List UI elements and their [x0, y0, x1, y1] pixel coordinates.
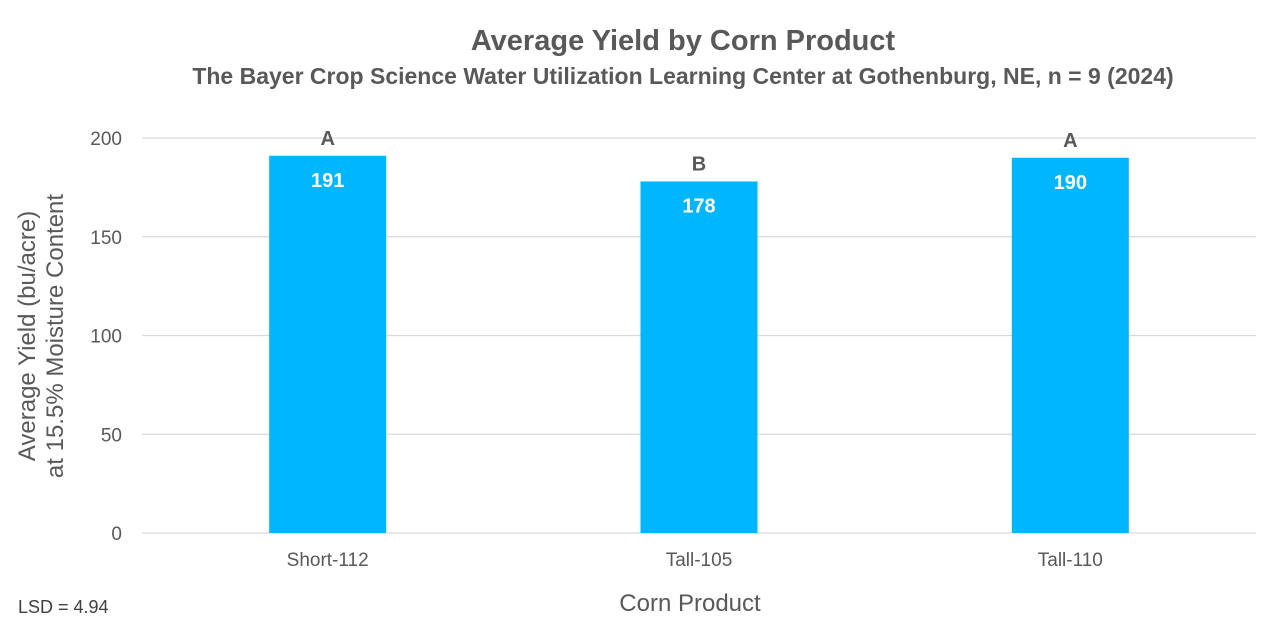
lsd-note: LSD = 4.94	[18, 597, 109, 617]
chart-subtitle: The Bayer Crop Science Water Utilization…	[192, 63, 1173, 89]
x-axis-title: Corn Product	[619, 590, 761, 617]
y-axis-ticks: 0 50 100 150 200	[90, 129, 122, 545]
y-tick-label: 50	[101, 425, 122, 446]
y-tick-label: 0	[111, 524, 122, 545]
bar-value-label: 191	[311, 170, 344, 192]
y-axis-title-line2: at 15.5% Moisture Content	[42, 194, 69, 478]
y-axis-title-line1: Average Yield (bu/acre)	[14, 211, 41, 461]
y-tick-label: 100	[90, 327, 122, 348]
bar	[269, 155, 387, 533]
chart-title: Average Yield by Corn Product	[471, 25, 896, 57]
x-tick-label: Tall-110	[1038, 550, 1103, 571]
significance-letter: A	[1063, 130, 1077, 152]
x-tick-label: Tall-105	[666, 550, 733, 571]
significance-letter: B	[692, 153, 706, 175]
significance-letter: A	[320, 128, 334, 150]
x-axis-ticks: Short-112 Tall-105 Tall-110	[287, 550, 1103, 571]
bar	[1011, 157, 1129, 533]
bar-value-label: 178	[682, 195, 715, 217]
bars: 191 A 178 B 190 A	[269, 128, 1129, 533]
x-tick-label: Short-112	[287, 550, 369, 571]
bar-value-label: 190	[1054, 172, 1087, 194]
y-tick-label: 150	[90, 228, 122, 249]
y-tick-label: 200	[90, 129, 122, 150]
bar	[640, 181, 758, 533]
